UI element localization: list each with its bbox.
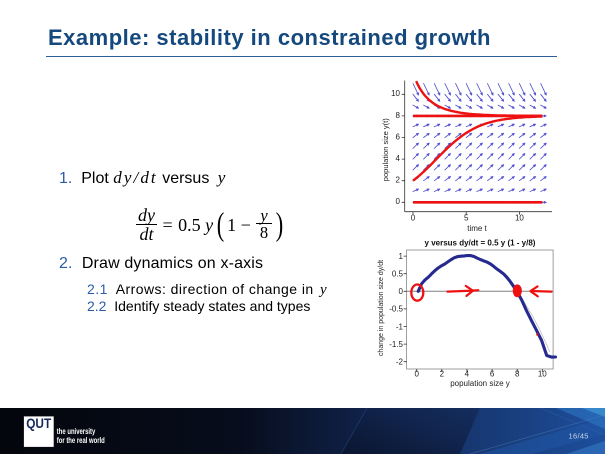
svg-text:0: 0 [399, 287, 404, 296]
svg-text:5: 5 [464, 213, 469, 222]
svg-text:-1.5: -1.5 [389, 340, 403, 349]
svg-text:for the real world: for the real world [57, 436, 105, 445]
svg-text:-1: -1 [396, 322, 404, 331]
svg-text:8: 8 [515, 370, 520, 379]
svg-text:16/45: 16/45 [569, 431, 589, 440]
svg-text:y versus dy/dt = 0.5 y (1 - y/: y versus dy/dt = 0.5 y (1 - y/8) [425, 239, 536, 248]
svg-text:2: 2 [440, 370, 445, 379]
svg-text:the university: the university [57, 427, 96, 436]
svg-text:6: 6 [490, 370, 495, 379]
svg-text:change in population size dy/d: change in population size dy/dt [378, 260, 385, 356]
svg-text:10: 10 [538, 370, 547, 379]
svg-text:0.5: 0.5 [392, 270, 404, 279]
svg-text:4: 4 [396, 154, 401, 163]
svg-text:population size y: population size y [450, 379, 510, 388]
svg-text:time t: time t [467, 224, 487, 233]
svg-text:0: 0 [414, 370, 419, 379]
svg-text:0: 0 [396, 197, 401, 206]
svg-text:10: 10 [515, 213, 524, 222]
svg-text:8: 8 [396, 111, 401, 120]
svg-text:6: 6 [396, 132, 401, 141]
svg-text:0: 0 [411, 213, 416, 222]
svg-text:QUT: QUT [26, 416, 52, 431]
svg-text:-0.5: -0.5 [389, 305, 403, 314]
svg-text:-2: -2 [396, 358, 404, 367]
svg-text:population size y(t): population size y(t) [381, 118, 390, 181]
svg-text:1: 1 [399, 252, 404, 261]
svg-text:2: 2 [396, 176, 401, 185]
svg-text:4: 4 [465, 370, 470, 379]
svg-text:10: 10 [391, 89, 400, 98]
